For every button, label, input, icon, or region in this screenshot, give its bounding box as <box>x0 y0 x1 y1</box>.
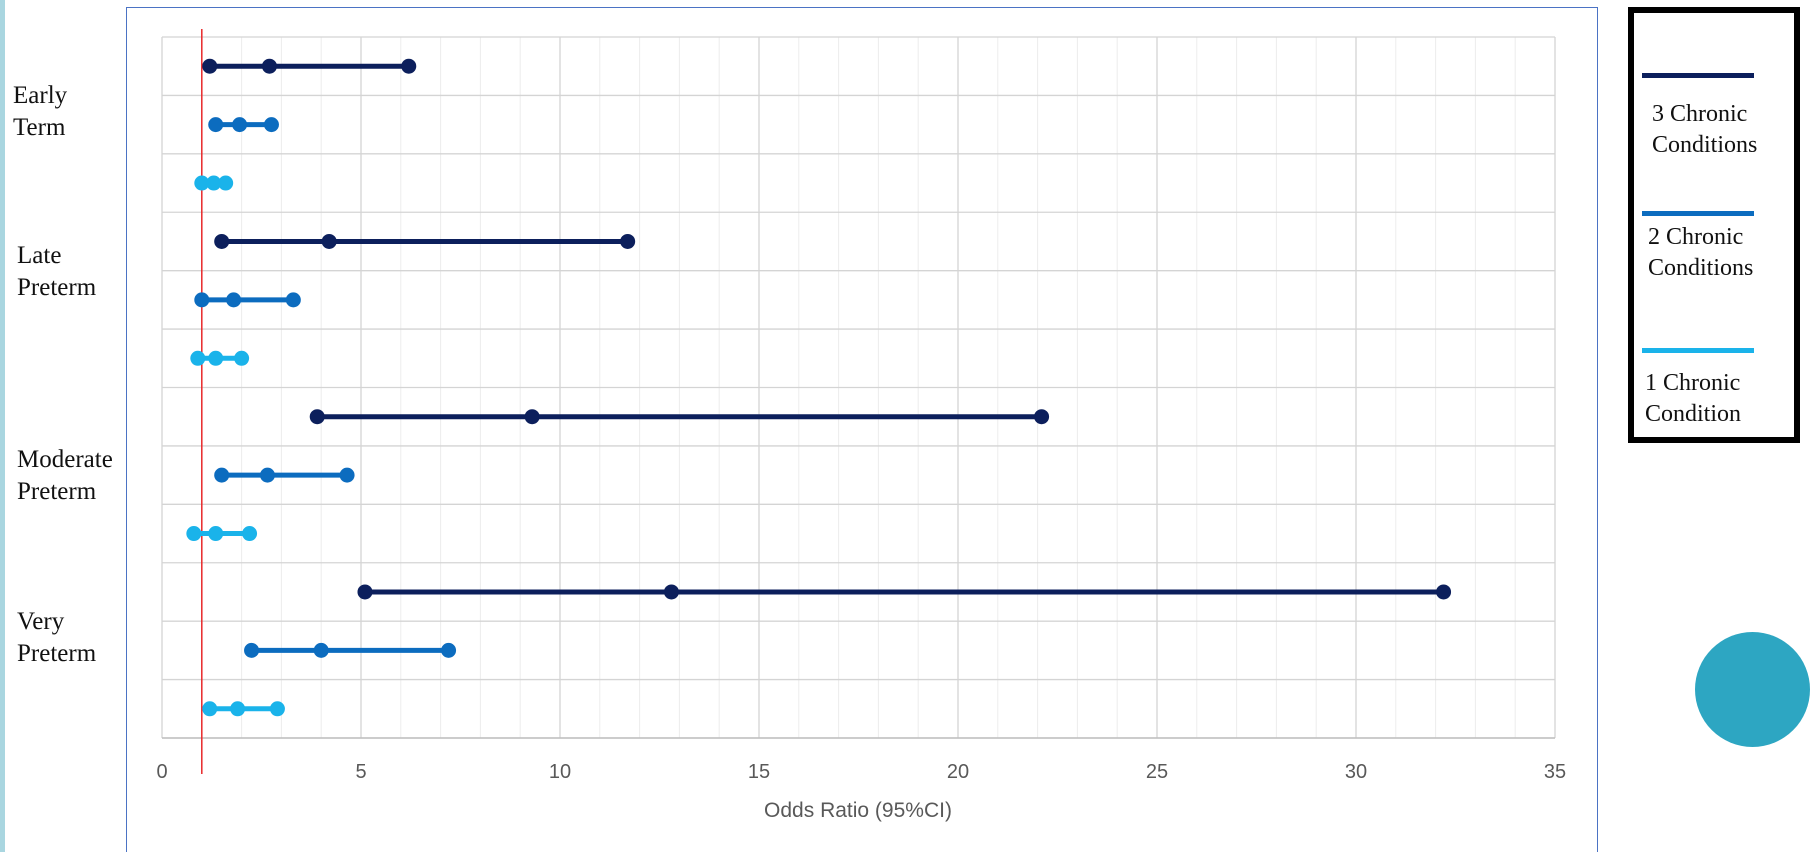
odds-ratio-point <box>232 117 248 133</box>
x-tick-label: 15 <box>748 761 770 783</box>
ci-upper-point <box>441 642 457 658</box>
ci-upper-point <box>401 58 417 74</box>
x-axis-title: Odds Ratio (95%CI) <box>764 799 952 822</box>
x-tick-label: 25 <box>1146 761 1168 783</box>
ci-upper-point <box>620 233 636 249</box>
ci-bar <box>208 117 279 133</box>
ci-upper-point <box>218 175 234 191</box>
legend: 3 Chronic Conditions 2 Chronic Condition… <box>1628 7 1800 443</box>
ci-lower-point <box>214 233 230 249</box>
odds-ratio-point <box>206 175 222 191</box>
ci-bar <box>309 409 1050 425</box>
ci-lower-point <box>202 58 218 74</box>
odds-ratio-point <box>321 233 337 249</box>
ci-lower-point <box>202 701 218 717</box>
legend-label-1-chronic: 1 Chronic Condition <box>1645 370 1742 427</box>
ci-bar <box>202 701 285 717</box>
ci-bar <box>194 175 234 191</box>
ci-lower-point <box>194 292 210 308</box>
ci-lower-point <box>208 117 224 133</box>
category-label-moderate-preterm: Moderate Preterm <box>17 446 113 505</box>
legend-line-2-chronic <box>1642 211 1754 216</box>
x-tick-label: 30 <box>1345 761 1367 783</box>
legend-line-1-chronic <box>1642 348 1754 353</box>
odds-ratio-point <box>524 409 540 425</box>
odds-ratio-point <box>259 467 275 483</box>
ci-bar <box>194 292 301 308</box>
x-tick-label: 10 <box>549 761 571 783</box>
odds-ratio-point <box>208 350 224 366</box>
ci-lower-point <box>214 467 230 483</box>
ci-lower-point <box>190 350 206 366</box>
ci-lower-point <box>186 526 202 542</box>
legend-line-3-chronic <box>1642 73 1754 78</box>
ci-lower-point <box>357 584 373 600</box>
ci-bar <box>190 350 250 366</box>
odds-ratio-point <box>313 642 329 658</box>
ci-upper-point <box>1034 409 1050 425</box>
ci-upper-point <box>269 701 285 717</box>
grid-lines <box>161 36 1556 739</box>
category-label-early-term: Early Term <box>13 82 68 141</box>
ci-bar <box>357 584 1452 600</box>
data-series <box>186 58 1452 717</box>
decorative-circle <box>1695 632 1810 747</box>
legend-label-3-chronic: 3 Chronic Conditions <box>1652 101 1758 158</box>
category-label-very-preterm: Very Preterm <box>17 608 97 667</box>
ci-bar <box>202 58 417 74</box>
category-label-late-preterm: Late Preterm <box>17 242 97 301</box>
ci-upper-point <box>1436 584 1452 600</box>
ci-bar <box>214 467 355 483</box>
left-accent-strip <box>0 0 5 852</box>
odds-ratio-point <box>663 584 679 600</box>
x-tick-label: 0 <box>156 761 167 783</box>
legend-label-2-chronic: 2 Chronic Conditions <box>1648 224 1754 281</box>
ci-lower-point <box>194 175 210 191</box>
ci-upper-point <box>234 350 250 366</box>
ci-bar <box>214 233 636 249</box>
ci-bar <box>244 642 457 658</box>
ci-lower-point <box>309 409 325 425</box>
x-axis: 0 5 10 15 20 25 30 35 <box>156 737 1566 783</box>
odds-ratio-point <box>230 701 246 717</box>
ci-upper-point <box>339 467 355 483</box>
odds-ratio-point <box>226 292 242 308</box>
x-tick-label: 35 <box>1544 761 1566 783</box>
x-tick-label: 5 <box>355 761 366 783</box>
ci-bar <box>186 526 258 542</box>
ci-upper-point <box>263 117 279 133</box>
chart-frame <box>126 7 1598 852</box>
ci-upper-point <box>285 292 301 308</box>
ci-lower-point <box>244 642 260 658</box>
odds-ratio-point <box>208 526 224 542</box>
x-tick-label: 20 <box>947 761 969 783</box>
odds-ratio-point <box>261 58 277 74</box>
ci-upper-point <box>242 526 258 542</box>
